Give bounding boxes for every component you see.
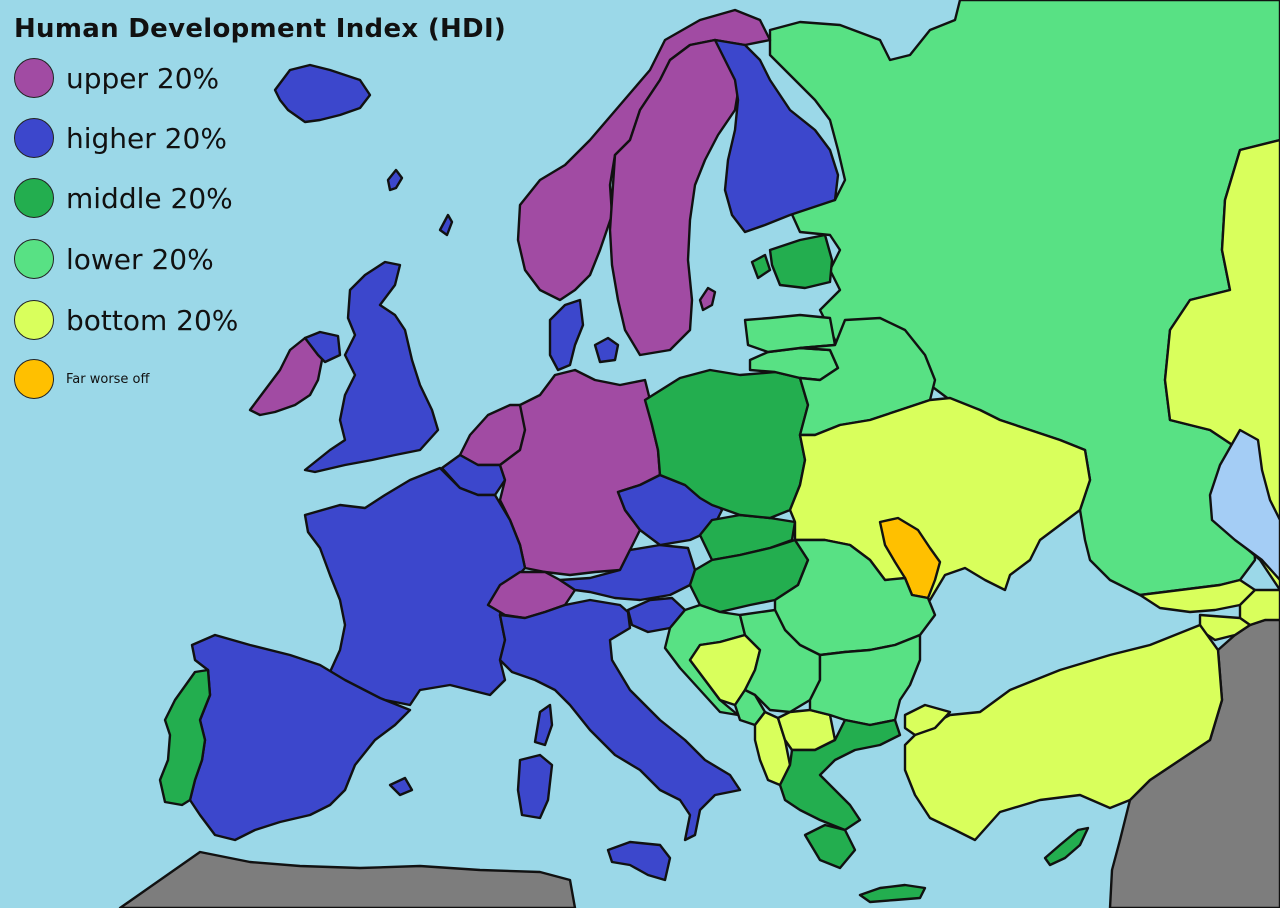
region-iceland [273, 63, 372, 124]
legend-label: bottom 20% [66, 303, 239, 337]
legend-label: Far worse off [66, 371, 150, 387]
region-russia [768, 0, 1280, 597]
region-faroe [386, 168, 404, 192]
region-estonia [768, 233, 834, 290]
region-finland [713, 38, 840, 234]
region-sardinia [516, 753, 554, 820]
legend-swatch-lower [14, 239, 54, 279]
legend-item-higher: higher 20% [14, 116, 227, 160]
region-shetland [438, 213, 454, 237]
region-corsica [533, 703, 554, 747]
legend: Human Development Index (HDI) upper 20% … [14, 14, 507, 399]
legend-swatch-bottom [14, 300, 54, 340]
legend-item-lower: lower 20% [14, 237, 214, 281]
legend-item-bottom: bottom 20% [14, 298, 238, 342]
region-turkey [903, 623, 1224, 842]
legend-swatch-middle [14, 178, 54, 218]
region-greece [778, 718, 902, 832]
region-sicily [606, 840, 672, 882]
region-north-africa [118, 850, 577, 908]
region-sweden [608, 38, 742, 357]
region-northern-ireland [303, 330, 342, 364]
region-peloponnese [803, 823, 857, 870]
legend-swatch-far-worse [14, 359, 54, 399]
legend-item-middle: middle 20% [14, 176, 233, 220]
legend-label: upper 20% [66, 61, 220, 95]
region-moldova [878, 516, 942, 600]
region-united-kingdom [303, 260, 440, 474]
region-cyprus [1043, 826, 1090, 867]
region-crete [858, 883, 927, 904]
legend-item-far-worse: Far worse off [14, 357, 149, 401]
region-bulgaria [808, 633, 922, 727]
region-saaremaa [750, 253, 772, 280]
region-ireland [248, 336, 324, 417]
region-caspian-sea [1208, 428, 1280, 582]
region-france [303, 466, 527, 707]
legend-item-upper: upper 20% [14, 56, 219, 100]
map-title: Human Development Index (HDI) [14, 14, 507, 44]
region-italy [498, 598, 742, 842]
region-denmark [548, 298, 585, 372]
region-balearic [388, 776, 414, 797]
legend-label: middle 20% [66, 181, 233, 215]
region-zealand [593, 336, 620, 364]
legend-label: higher 20% [66, 121, 227, 155]
legend-label: lower 20% [66, 242, 214, 276]
region-turkey-thrace [903, 703, 952, 737]
region-gotland [698, 286, 717, 312]
region-portugal [158, 668, 212, 807]
legend-swatch-upper [14, 58, 54, 98]
region-germany [498, 368, 662, 577]
legend-swatch-higher [14, 118, 54, 158]
